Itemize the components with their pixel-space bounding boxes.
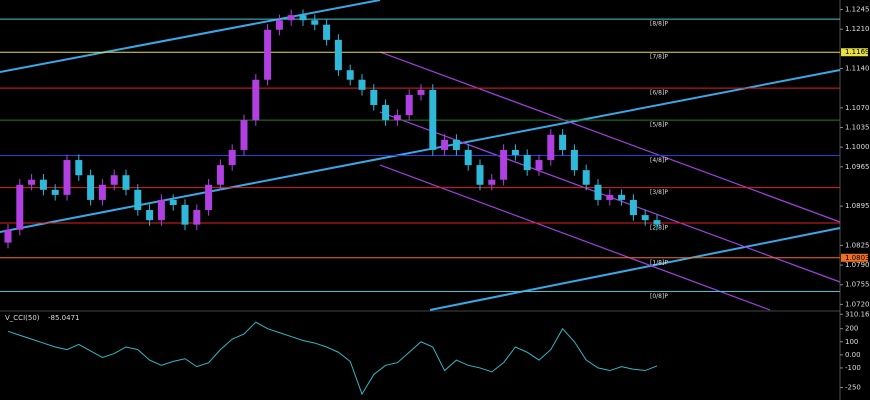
- candle-body: [4, 229, 12, 243]
- y-tick-label: 1.0720: [845, 300, 870, 308]
- y-tick-label: 310.167: [845, 310, 870, 318]
- y-tick-label: -100: [845, 364, 861, 372]
- candle-body: [393, 115, 401, 121]
- candle-body: [464, 149, 472, 166]
- candle-body: [500, 149, 508, 180]
- candle-body: [358, 79, 366, 90]
- candle-body: [452, 139, 460, 150]
- candle-body: [382, 105, 390, 121]
- candle-body: [275, 20, 283, 30]
- candle-body: [559, 134, 567, 150]
- y-tick-label: 1.0755: [845, 281, 870, 289]
- y-tick-label: 1.0790: [845, 261, 870, 269]
- channel-line: [379, 51, 841, 223]
- candle-body: [51, 189, 59, 195]
- candle-body: [311, 20, 319, 25]
- candle-body: [618, 194, 626, 200]
- y-tick-label: 200: [845, 325, 858, 333]
- candle-body: [606, 194, 614, 200]
- candle-body: [63, 160, 71, 195]
- candle-body: [429, 89, 437, 150]
- candle-body: [134, 189, 142, 211]
- candle-body: [511, 149, 519, 155]
- level-label: [4/8]P: [650, 157, 668, 164]
- level-label: [7/8]P: [650, 54, 668, 61]
- candle-body: [582, 170, 590, 185]
- candle-body: [146, 210, 154, 221]
- candle-body: [334, 39, 342, 71]
- y-tick-label: 1.0965: [845, 163, 870, 171]
- price-tag: [841, 48, 868, 57]
- candle-body: [570, 149, 578, 171]
- level-label: [8/8]P: [650, 21, 668, 28]
- y-tick-label: 1.1210: [845, 25, 870, 33]
- candle-body: [216, 165, 224, 185]
- y-tick-label: 1.1070: [845, 104, 870, 112]
- price-tag: [841, 253, 868, 262]
- level-label: [2/8]P: [650, 224, 668, 231]
- level-label: [6/8]P: [650, 90, 668, 97]
- trend-line: [0, 0, 381, 73]
- candle-body: [228, 149, 236, 166]
- candle-body: [98, 184, 106, 200]
- candle-body: [39, 179, 47, 190]
- cci-value: -85.0471: [48, 314, 79, 322]
- candle-body: [110, 175, 118, 185]
- candle-body: [75, 160, 83, 176]
- candle-body: [87, 175, 95, 200]
- price-tag-label: 1.0803: [845, 254, 870, 262]
- candle-body: [299, 15, 307, 21]
- candle-body: [594, 184, 602, 200]
- level-label: [5/8]P: [650, 122, 668, 129]
- candle-body: [476, 165, 484, 185]
- candle-body: [488, 179, 496, 185]
- candle-body: [205, 184, 213, 211]
- y-tick-label: 1.1035: [845, 123, 870, 131]
- candle-body: [405, 94, 413, 116]
- y-tick-label: 0.00: [845, 351, 861, 359]
- candle-body: [122, 175, 130, 190]
- candle-body: [417, 89, 425, 95]
- y-tick-label: 1.0825: [845, 241, 870, 249]
- candle-body: [629, 199, 637, 216]
- candle-body: [535, 160, 543, 171]
- channel-line: [379, 164, 771, 311]
- candle-body: [653, 220, 661, 225]
- y-tick-label: 1.1245: [845, 6, 870, 14]
- candle-body: [240, 120, 248, 150]
- y-tick-label: 100: [845, 338, 858, 346]
- candle-body: [193, 210, 201, 225]
- candle-body: [547, 134, 555, 161]
- y-tick-label: 1.0895: [845, 202, 870, 210]
- level-label: [3/8]P: [650, 189, 668, 196]
- candle-body: [252, 79, 260, 121]
- candle-body: [28, 179, 36, 185]
- candle-body: [441, 139, 449, 150]
- trend-line: [429, 227, 841, 311]
- candle-body: [157, 199, 165, 221]
- level-label: [1/8]P: [650, 259, 668, 266]
- candle-body: [641, 215, 649, 221]
- candle-body: [523, 155, 531, 171]
- level-label: [0/8]P: [650, 293, 668, 300]
- y-tick-label: 1.1000: [845, 143, 870, 151]
- candle-body: [181, 204, 189, 225]
- cci-line: [7, 321, 658, 396]
- candle-body: [16, 184, 24, 230]
- y-tick-label: 1.1140: [845, 65, 870, 73]
- price-tag-label: 1.1169: [845, 48, 870, 56]
- candle-body: [287, 15, 295, 21]
- candle-body: [323, 24, 331, 40]
- candle-body: [169, 199, 177, 205]
- candle-body: [346, 70, 354, 80]
- y-tick-label: -250: [845, 384, 861, 392]
- candle-body: [370, 89, 378, 106]
- candle-body: [264, 29, 272, 80]
- cci-title: V_CCI(50): [5, 314, 40, 322]
